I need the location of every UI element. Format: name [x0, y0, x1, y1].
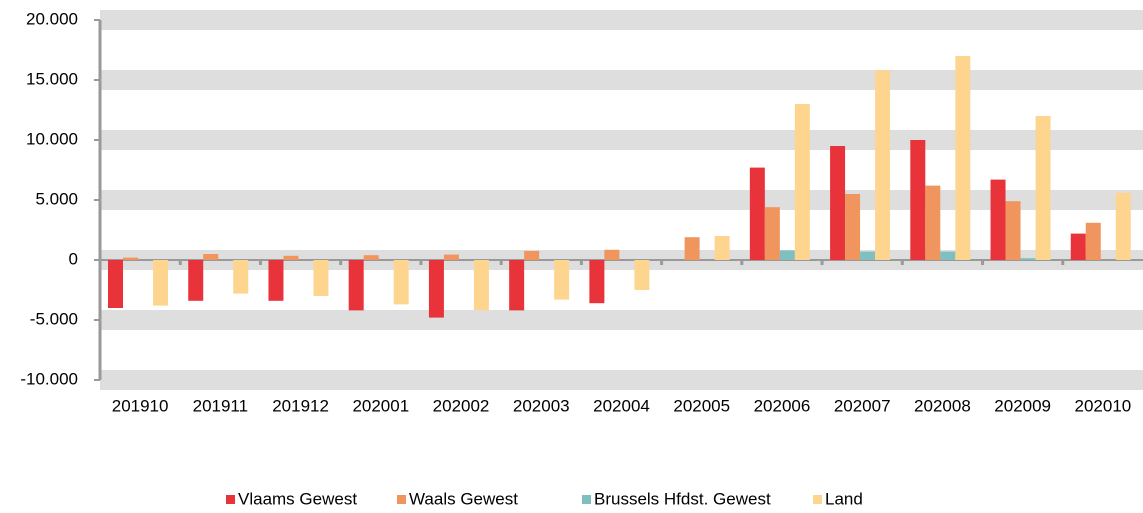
x-tick-label: 202002 — [433, 396, 490, 415]
bar — [764, 207, 780, 260]
bar — [940, 251, 956, 260]
bar — [910, 140, 926, 260]
bar — [393, 260, 409, 305]
bar — [860, 251, 876, 260]
grid-band — [100, 70, 1143, 90]
bar — [348, 260, 364, 311]
x-tick-label: 202006 — [754, 396, 811, 415]
bar — [188, 260, 204, 301]
bar — [1035, 116, 1051, 260]
x-tick-label: 202009 — [994, 396, 1051, 415]
bar — [108, 260, 123, 308]
y-tick-label: 20.000 — [26, 9, 78, 28]
y-tick-label: -5.000 — [30, 309, 78, 328]
bar — [589, 260, 605, 304]
y-tick-label: 0 — [69, 249, 78, 268]
legend-swatch — [226, 495, 235, 504]
bar — [203, 254, 219, 260]
bar — [955, 56, 971, 260]
bar — [524, 251, 540, 260]
bar — [684, 237, 700, 260]
legend-swatch — [813, 495, 822, 504]
legend-label: Vlaams Gewest — [238, 489, 357, 508]
x-tick-label: 202001 — [352, 396, 409, 415]
bar — [1005, 201, 1021, 260]
bar — [473, 260, 489, 311]
bar — [123, 257, 138, 260]
bar — [1020, 258, 1036, 260]
bar — [554, 260, 570, 300]
bar — [845, 194, 861, 260]
x-tick-label: 201911 — [193, 396, 248, 415]
bar — [830, 146, 846, 260]
x-tick-label: 202004 — [593, 396, 650, 415]
bar — [363, 255, 379, 260]
bar — [604, 249, 620, 260]
grid-band — [100, 190, 1143, 210]
legend-swatch — [397, 495, 406, 504]
grid-band — [100, 130, 1143, 150]
x-tick-label: 202008 — [914, 396, 971, 415]
x-tick-label: 202005 — [673, 396, 730, 415]
bar — [794, 104, 810, 260]
legend-label: Brussels Hfdst. Gewest — [594, 489, 771, 508]
bar — [313, 260, 329, 296]
x-tick-label: 201910 — [112, 396, 169, 415]
grid-band — [100, 10, 1143, 30]
bar — [153, 260, 168, 306]
bar — [749, 167, 765, 260]
bar — [779, 250, 795, 260]
bar — [1085, 222, 1101, 260]
bar — [990, 179, 1006, 260]
bar — [1115, 192, 1131, 260]
bar — [1070, 233, 1086, 260]
x-tick-label: 202007 — [834, 396, 891, 415]
y-tick-label: 15.000 — [26, 69, 78, 88]
grid-band — [100, 370, 1143, 390]
legend-swatch — [582, 495, 591, 504]
bar — [925, 185, 941, 260]
x-tick-label: 202003 — [513, 396, 570, 415]
y-tick-label: -10.000 — [20, 369, 78, 388]
x-tick-label: 201912 — [272, 396, 329, 415]
bar — [443, 254, 459, 260]
bar — [233, 260, 249, 294]
legend-label: Land — [825, 489, 863, 508]
bar — [283, 255, 299, 260]
legend-label: Waals Gewest — [409, 489, 518, 508]
bar — [634, 260, 650, 290]
bar — [875, 70, 891, 261]
y-tick-label: 10.000 — [26, 129, 78, 148]
grid-band — [100, 310, 1143, 330]
bar — [428, 260, 444, 318]
x-tick-label: 202010 — [1075, 396, 1132, 415]
bar — [268, 260, 284, 301]
bar — [509, 260, 525, 311]
bar — [714, 236, 730, 260]
y-tick-label: 5.000 — [35, 189, 78, 208]
